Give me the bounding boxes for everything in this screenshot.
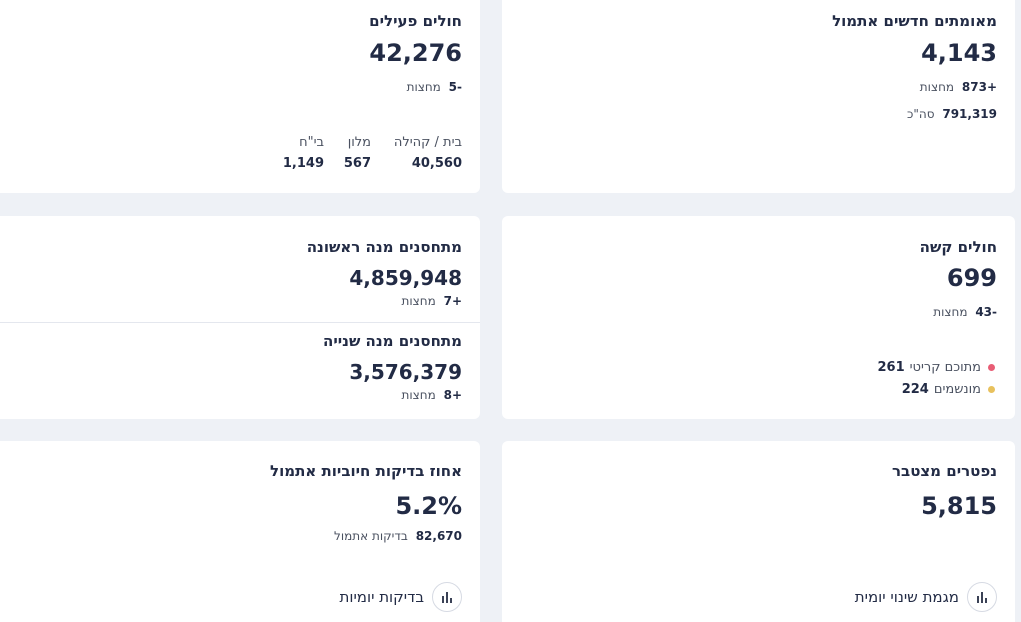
main-value: 4,143 [921,39,997,67]
link-label: מגמת שינוי יומית [854,588,959,606]
legend-label: מונשמים [933,382,981,397]
total-label: סה"כ [907,107,935,121]
breakdown-value: 567 [343,156,371,171]
delta-number: 43- [975,305,997,319]
breakdown-value: 40,560 [411,156,462,171]
card-title: חולים קשה [919,238,997,256]
card-deaths: נפטרים מצטבר 5,815 מגמת שינוי יומית [502,441,1015,622]
card-title: נפטרים מצטבר [892,462,997,480]
link-label: בדיקות יומיות [339,588,425,606]
card-active-patients: חולים פעילים 42,276 5- מחצות בית / קהילה… [0,0,480,193]
critical-dot-icon [988,364,995,371]
delta-number: 7+ [443,294,462,308]
delta-number: 8+ [443,388,462,402]
second-dose-value: 3,576,379 [349,360,462,384]
card-title: חולים פעילים [369,12,462,30]
legend-ventilated: מונשמים 224 [902,382,995,397]
total-count: 791,319 סה"כ [907,107,997,121]
card-positive-tests-rate: אחוז בדיקות חיוביות אתמול 5.2% 82,670 בד… [0,441,480,622]
daily-change-trend-link[interactable]: מגמת שינוי יומית [855,582,997,612]
legend-value: 224 [901,382,929,397]
first-dose-value: 4,859,948 [349,266,462,290]
main-value: 42,276 [369,39,462,67]
tests-label: בדיקות אתמול [334,529,408,543]
breakdown-value: 1,149 [282,156,324,171]
delta-label: מחצות [401,388,436,402]
delta-since-midnight: 5- מחצות [407,80,462,94]
delta-label: מחצות [401,294,436,308]
card-new-verified: מאומתים חדשים אתמול 4,143 873+ מחצות 791… [502,0,1015,193]
delta-label: מחצות [933,305,968,319]
delta-label: מחצות [919,80,955,94]
second-dose-delta: 8+ מחצות [402,388,463,402]
breakdown-label: בי"ח [299,135,324,150]
legend-label: מתוכם קריטי [909,360,981,375]
delta-number: 873+ [961,80,997,94]
card-title: מאומתים חדשים אתמול [832,12,997,30]
breakdown-label: מלון [347,135,371,150]
breakdown-home: בית / קהילה 40,560 [394,135,462,171]
legend-value: 261 [877,360,905,375]
delta-number: 5- [448,80,462,94]
card-severe-patients: חולים קשה 699 43- מחצות מתוכם קריטי 261 … [502,216,1015,419]
first-dose-title: מתחסנים מנה ראשונה [306,238,462,256]
main-value: 699 [946,264,997,292]
delta-label: מחצות [406,80,441,94]
card-vaccinated: מתחסנים מנה ראשונה 4,859,948 7+ מחצות מת… [0,216,480,419]
main-value: 5.2% [395,492,462,520]
breakdown-label: בית / קהילה [393,135,462,150]
tests-yesterday: 82,670 בדיקות אתמול [334,529,462,543]
tests-number: 82,670 [415,529,462,543]
bar-chart-icon [967,582,997,612]
breakdown-hotel: מלון 567 [344,135,371,171]
bar-chart-icon [432,582,462,612]
divider [0,322,480,323]
daily-tests-link[interactable]: בדיקות יומיות [339,582,462,612]
ventilated-dot-icon [988,386,995,393]
first-dose-delta: 7+ מחצות [402,294,463,308]
second-dose-title: מתחסנים מנה שנייה [323,332,462,350]
legend-critical: מתוכם קריטי 261 [877,360,995,375]
delta-since-midnight: 43- מחצות [933,305,997,319]
card-title: אחוז בדיקות חיוביות אתמול [270,462,462,480]
total-number: 791,319 [942,107,997,121]
main-value: 5,815 [921,492,997,520]
breakdown-hospital: בי"ח 1,149 [283,135,324,171]
delta-since-midnight: 873+ מחצות [920,80,997,94]
